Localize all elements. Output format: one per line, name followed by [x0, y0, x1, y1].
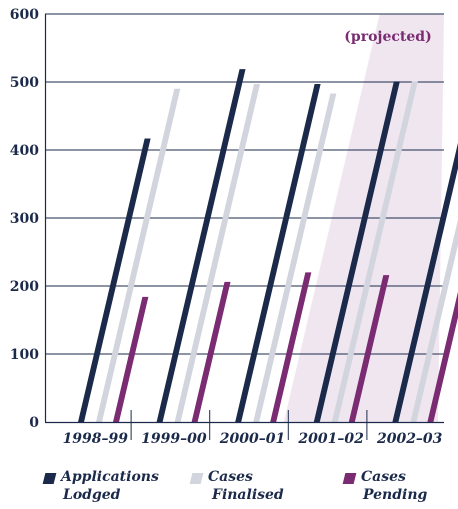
legend-label-line1: Cases — [208, 469, 253, 485]
legend-swatch-cases-finalised — [189, 473, 204, 484]
projected-label: (projected) — [344, 29, 431, 45]
legend-label-line2: Pending — [363, 487, 428, 503]
bar — [78, 138, 151, 422]
bar — [331, 81, 418, 422]
bar — [270, 272, 312, 422]
legend-label-line2: Finalised — [212, 487, 284, 503]
y-tick-label: 600 — [10, 7, 39, 23]
legend-item-cases-pending: Cases Pending — [342, 468, 458, 504]
y-tick-label: 500 — [10, 75, 39, 91]
bar — [348, 275, 390, 422]
x-tick-label: 1999–00 — [141, 431, 207, 447]
y-tick-label: 0 — [29, 415, 39, 431]
legend-label-line1: Applications — [61, 469, 159, 485]
bar — [427, 291, 458, 422]
bar — [174, 84, 261, 422]
legend-item-cases-finalised: Cases Finalised — [189, 468, 318, 504]
bar — [410, 219, 458, 422]
legend-label-line2: Lodged — [63, 487, 121, 503]
legend-swatch-applications-lodged — [42, 473, 57, 484]
y-tick-label: 200 — [10, 279, 39, 295]
bar — [191, 281, 231, 422]
y-tick-label: 400 — [10, 143, 39, 159]
bar — [113, 296, 149, 422]
x-tick-label: 2001–02 — [297, 431, 364, 447]
y-tick-label: 100 — [10, 347, 39, 363]
legend-swatch-cases-pending — [342, 473, 357, 484]
bar — [313, 81, 400, 422]
legend-item-applications-lodged: Applications Lodged — [42, 468, 171, 504]
bar — [253, 93, 337, 422]
x-tick-label: 2002–03 — [376, 431, 443, 447]
bar — [392, 142, 458, 422]
legend-label-line1: Cases — [361, 469, 406, 485]
bar — [235, 84, 321, 422]
bar — [96, 88, 181, 423]
x-tick-label: 1998–99 — [63, 431, 129, 447]
chart: (projected) 0 100 200 300 400 500 600 1998–99 199… — [10, 7, 458, 447]
legend: Applications Lodged Cases Finalised Case… — [42, 468, 454, 508]
x-tick-label: 2000–01 — [219, 431, 285, 447]
bar — [156, 69, 246, 422]
y-tick-label: 300 — [10, 211, 39, 227]
